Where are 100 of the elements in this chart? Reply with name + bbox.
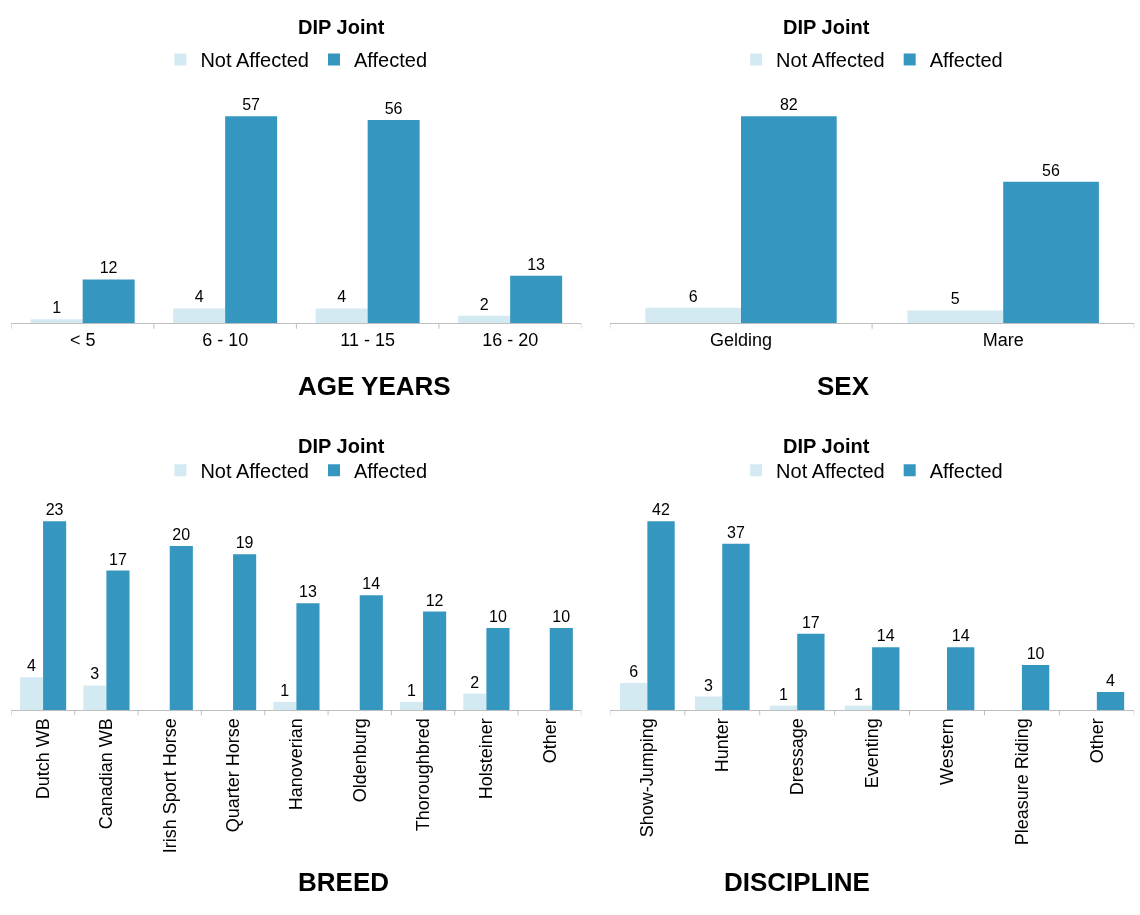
bar bbox=[620, 683, 648, 711]
bar bbox=[872, 647, 900, 711]
legend-label: Not Affected bbox=[776, 460, 885, 483]
data-label: 1 bbox=[280, 681, 290, 699]
data-label: 56 bbox=[1042, 161, 1060, 179]
x-axis-title: DISCIPLINE bbox=[724, 867, 870, 897]
bar bbox=[458, 315, 511, 323]
bar bbox=[296, 603, 320, 711]
legend-label: Not Affected bbox=[200, 49, 309, 72]
bar bbox=[645, 307, 741, 323]
legend-label: Not Affected bbox=[200, 460, 309, 483]
chart-title: DIP Joint bbox=[298, 435, 385, 457]
x-tick-label: 11 - 15 bbox=[340, 329, 395, 350]
data-label: 2 bbox=[470, 673, 480, 691]
legend-label: Affected bbox=[353, 49, 428, 72]
data-label: 4 bbox=[337, 288, 347, 306]
data-label: 82 bbox=[779, 96, 798, 114]
data-label: 19 bbox=[235, 534, 254, 552]
bar bbox=[273, 701, 297, 711]
bar bbox=[19, 677, 44, 711]
legend-label: Affected bbox=[929, 49, 1003, 72]
x-axis-title: AGE YEARS bbox=[298, 371, 451, 401]
x-tick-label: Thoroughbred bbox=[412, 718, 433, 832]
data-label: 57 bbox=[242, 96, 261, 114]
bar bbox=[399, 701, 424, 711]
bar bbox=[1003, 181, 1099, 323]
data-label: 14 bbox=[951, 627, 970, 645]
x-tick-label: Dressage bbox=[787, 718, 808, 796]
x-tick-label: Mare bbox=[982, 329, 1024, 350]
x-tick-label: Holsteiner bbox=[476, 718, 497, 800]
data-label: 1 bbox=[407, 681, 417, 699]
x-tick-label: Pleasure Riding bbox=[1011, 718, 1032, 846]
x-tick-label: Eventing bbox=[861, 718, 882, 789]
x-tick-label: 6 - 10 bbox=[202, 329, 249, 350]
data-label: 14 bbox=[876, 627, 895, 645]
data-label: 3 bbox=[90, 665, 100, 683]
data-label: 10 bbox=[1026, 645, 1045, 663]
bar bbox=[359, 595, 383, 711]
x-tick-label: Other bbox=[1086, 718, 1107, 764]
data-label: 6 bbox=[629, 663, 639, 681]
data-label: 4 bbox=[1106, 672, 1116, 690]
x-tick-label: 16 - 20 bbox=[482, 329, 539, 350]
data-label: 5 bbox=[950, 290, 960, 308]
data-label: 6 bbox=[688, 287, 698, 305]
bar bbox=[367, 119, 420, 323]
data-label: 1 bbox=[52, 299, 62, 317]
bar bbox=[647, 521, 675, 711]
data-label: 17 bbox=[801, 613, 820, 631]
data-label: 23 bbox=[45, 501, 64, 519]
bar bbox=[741, 116, 837, 323]
bar bbox=[315, 308, 368, 323]
x-axis-title: BREED bbox=[298, 867, 390, 897]
bar bbox=[169, 545, 193, 711]
x-tick-label: Other bbox=[539, 718, 560, 764]
data-label: 37 bbox=[727, 523, 745, 541]
bar bbox=[510, 275, 563, 323]
data-label: 10 bbox=[489, 607, 507, 625]
data-label: 10 bbox=[552, 607, 571, 625]
bar bbox=[486, 627, 510, 711]
bar bbox=[83, 685, 107, 711]
data-label: 1 bbox=[853, 685, 863, 703]
bar bbox=[1096, 692, 1125, 711]
data-label: 1 bbox=[779, 685, 789, 703]
x-tick-label: Quarter Horse bbox=[222, 718, 243, 833]
bar bbox=[106, 570, 130, 711]
data-label: 56 bbox=[384, 99, 403, 117]
legend-label: Not Affected bbox=[776, 49, 885, 72]
data-label: 4 bbox=[27, 657, 37, 675]
x-tick-label: < 5 bbox=[69, 329, 96, 350]
bar bbox=[82, 279, 135, 323]
data-label: 13 bbox=[527, 255, 546, 273]
bar bbox=[423, 611, 447, 711]
data-label: 13 bbox=[299, 583, 317, 601]
chart-title: DIP Joint bbox=[783, 16, 870, 38]
x-axis-title: SEX bbox=[817, 371, 870, 401]
legend-label: Affected bbox=[353, 460, 428, 483]
bar bbox=[225, 116, 278, 323]
x-tick-label: Western bbox=[936, 718, 957, 785]
bar bbox=[173, 308, 226, 323]
data-label: 14 bbox=[362, 575, 381, 593]
x-tick-label: Gelding bbox=[709, 329, 773, 350]
x-tick-label: Hunter bbox=[712, 718, 733, 773]
x-tick-label: Canadian WB bbox=[96, 718, 117, 830]
x-tick-label: Irish Sport Horse bbox=[159, 718, 180, 854]
x-tick-label: Show-Jumping bbox=[637, 718, 658, 838]
bar bbox=[1021, 665, 1050, 711]
data-label: 42 bbox=[652, 501, 670, 519]
data-label: 17 bbox=[109, 550, 127, 568]
x-tick-label: Dutch WB bbox=[32, 718, 53, 800]
legend-label: Affected bbox=[929, 460, 1003, 483]
bar bbox=[694, 696, 723, 711]
chart-title: DIP Joint bbox=[783, 435, 870, 457]
bar bbox=[722, 543, 750, 711]
data-label: 3 bbox=[704, 676, 714, 694]
data-label: 12 bbox=[425, 591, 444, 609]
bar bbox=[43, 521, 67, 711]
x-tick-label: Oldenburg bbox=[349, 718, 370, 803]
bar bbox=[549, 627, 573, 711]
bar bbox=[30, 319, 83, 323]
bar bbox=[233, 554, 257, 711]
